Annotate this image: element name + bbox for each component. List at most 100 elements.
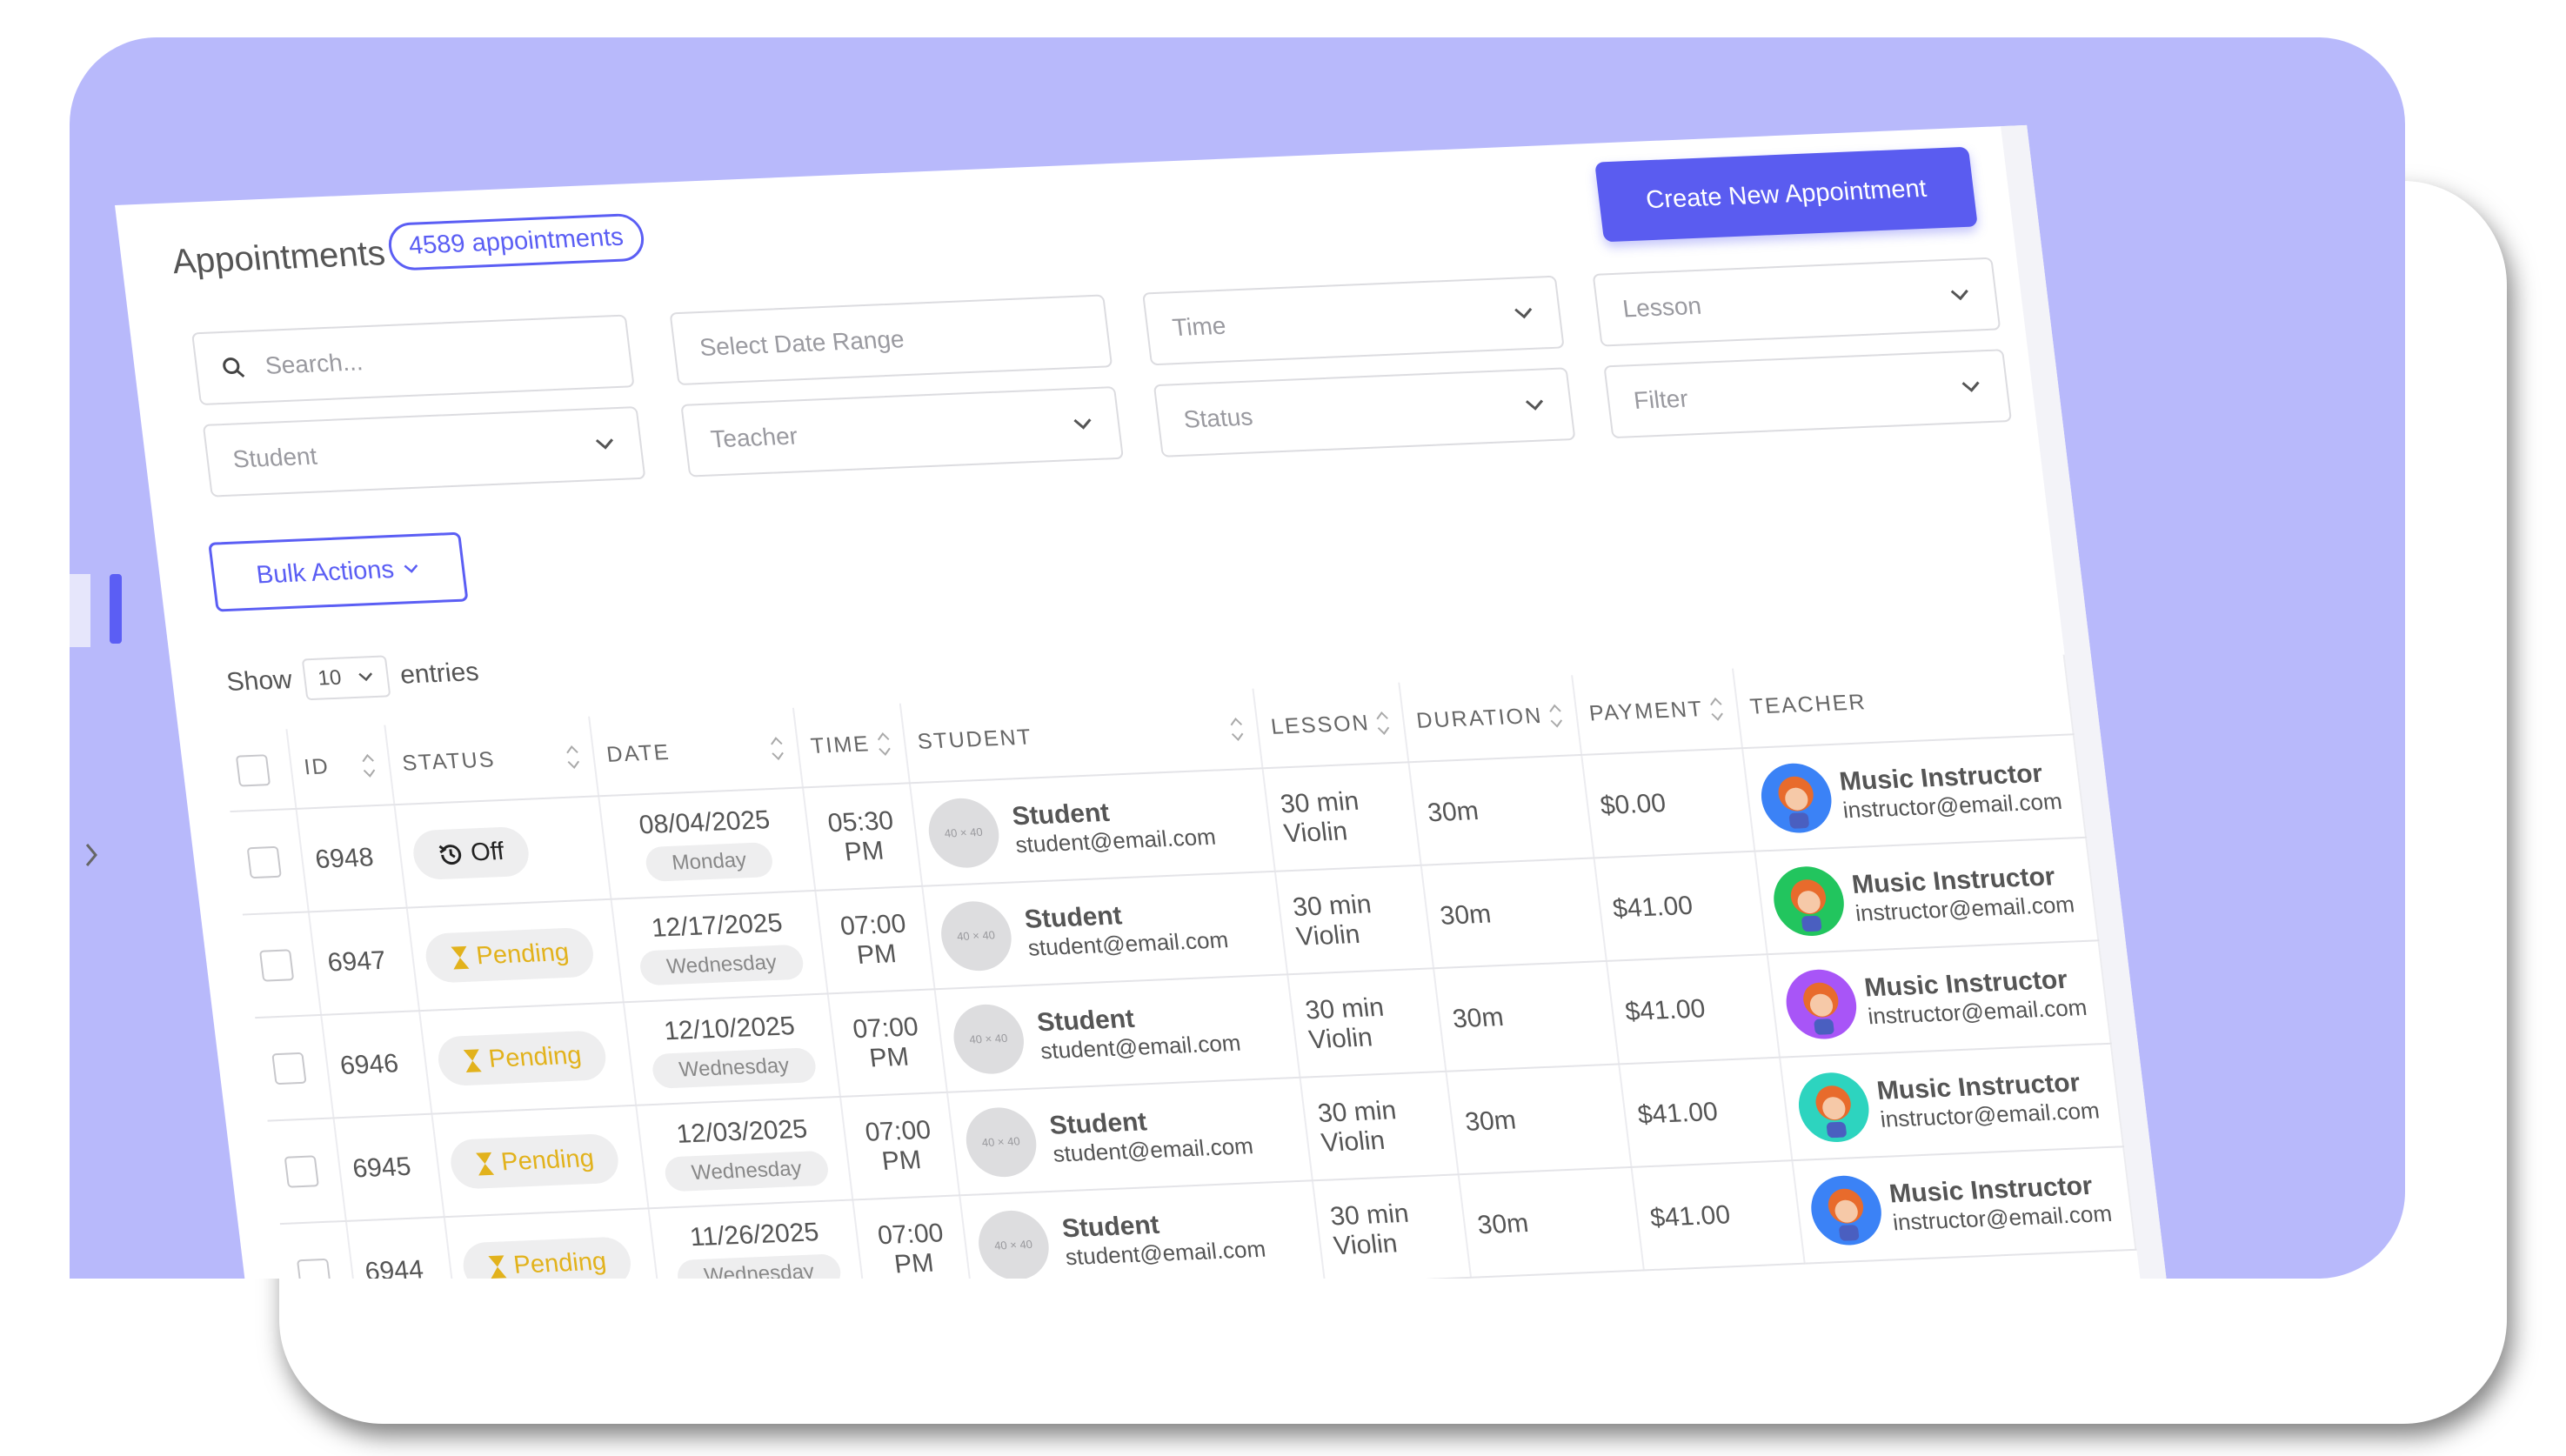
teacher-info: Music Instructor instructor@email.com [1850,862,2075,927]
status-cell: Pending [444,1208,661,1279]
student-cell: 40 × 40 Student student@email.com [934,974,1300,1092]
column-title: PAYMENT [1587,697,1705,726]
lesson-cell: 30 min Violin [1313,1174,1471,1279]
column-header[interactable]: STUDENT [899,688,1263,784]
header-content: LESSON [1269,708,1392,743]
create-button[interactable]: Create New Appointment [1594,146,1978,243]
payment-cell: $41.00 [1594,851,1767,961]
header-content: TEACHER [1748,682,2056,720]
student-cell: 40 × 40 Student student@email.com [959,1180,1326,1279]
bulk-actions-button[interactable]: Bulk Actions [208,531,469,612]
teacher-avatar [1807,1173,1886,1246]
header-content: PAYMENT [1587,694,1726,729]
date-cell: 12/03/2025 Wednesday [636,1096,853,1209]
date: 12/03/2025 [674,1114,809,1149]
time-cell: 07:00 PM [852,1195,972,1279]
checkbox[interactable] [246,845,282,878]
chevron [1525,399,1544,411]
id-cell: 6945 [333,1113,444,1221]
checkbox[interactable] [258,948,295,982]
payment-cell: $0.00 [1580,748,1755,858]
purple-frame: Appointments 4589 appointments Create Ne… [70,37,2405,1279]
duration-cell: 30m [1420,858,1607,969]
status-text: Pending [511,1247,608,1279]
column-header[interactable]: TEACHER [1732,654,2074,749]
column-header[interactable]: LESSON [1253,682,1409,769]
select-cell [242,912,322,1019]
status-pill: Pending [423,926,597,984]
date: 12/17/2025 [650,908,785,943]
column-header[interactable]: PAYMENT [1571,668,1742,755]
sort-icon [362,753,376,778]
time-cell: 07:00 PM [815,885,935,994]
lesson-cell: 30 min Violin [1275,865,1433,975]
student-info: Student student@email.com [1023,897,1230,961]
column-header[interactable]: STATUS [384,716,599,805]
sidebar-chevron [85,844,97,866]
student-info: Student student@email.com [1060,1206,1267,1271]
checkbox[interactable] [271,1052,307,1085]
avatar-face [1828,1188,1863,1241]
checkbox[interactable] [284,1154,319,1188]
filter-select[interactable]: Filter [1603,349,2013,439]
entries-control: Show 10 entries [224,651,481,704]
student-select[interactable]: Student [202,406,646,498]
teacher-avatar [1781,967,1861,1040]
id-cell: 6948 [296,805,407,912]
hourglass-icon [463,1048,482,1072]
placeholder: Time [1171,311,1228,342]
student: 40 × 40 Student student@email.com [949,992,1286,1075]
date-cell: 12/10/2025 Wednesday [623,993,841,1105]
duration-cell: 30m [1408,754,1594,865]
select-cell [255,1014,334,1121]
placeholder: Student [231,442,319,473]
column-header[interactable]: ID [286,725,395,809]
student: 40 × 40 Student student@email.com [924,785,1260,869]
header-content: STUDENT [916,714,1247,758]
teacher: Music Instructor instructor@email.com [1807,1164,2121,1246]
search-input[interactable]: Search... [191,314,635,406]
sort-icon [877,731,891,756]
status-pill: Pending [435,1030,609,1087]
placeholder: Status [1181,403,1254,433]
date-range-input[interactable]: Select Date Range [669,294,1113,386]
column-header[interactable]: TIME [792,703,910,788]
teacher: Music Instructor instructor@email.com [1757,751,2071,834]
lesson-select[interactable]: Lesson [1592,257,2001,347]
student-cell: 40 × 40 Student student@email.com [946,1077,1313,1196]
lesson-cell: 30 min Violin [1300,1071,1459,1181]
teacher-cell: Music Instructor instructor@email.com [1779,1043,2124,1161]
column-title: DATE [605,739,672,767]
header-select [220,729,297,812]
avatar-placeholder: 40 × 40 [937,899,1015,972]
teacher-select[interactable]: Teacher [680,386,1124,478]
teacher-info: Music Instructor instructor@email.com [1838,758,2063,824]
sidebar-indicator [110,574,122,644]
time-select[interactable]: Time [1142,275,1565,366]
table-row: 6947 Pending 12/17/2025 Wednesday 07:00 PM 40… [242,837,2099,1019]
student: 40 × 40 Student student@email.com [974,1198,1310,1279]
status-select[interactable]: Status [1153,367,1576,458]
column-title: ID [303,754,331,780]
chevron [1950,289,1968,301]
weekday-pill: Monday [644,841,775,882]
header-content: DATE [605,733,787,770]
select-cell [267,1118,346,1225]
chevron [1514,307,1533,319]
chevron [1961,381,1980,392]
student-cell: 40 × 40 Student student@email.com [921,871,1288,990]
column-title: TEACHER [1748,690,1868,719]
column-header[interactable]: DATE [589,707,804,797]
time-cell: 05:30 PM [803,783,922,891]
checkbox[interactable] [296,1258,332,1279]
weekday-pill: Wednesday [676,1252,843,1279]
app-panel: Appointments 4589 appointments Create Ne… [115,124,2184,1279]
column-header[interactable]: DURATION [1399,675,1581,763]
sort-icon [1376,711,1390,735]
hourglass-icon [451,945,470,969]
checkbox[interactable] [235,753,271,787]
teacher-info: Music Instructor instructor@email.com [1863,965,2088,1030]
time-cell: 07:00 PM [827,989,947,1097]
avatar-face [1790,878,1826,932]
page-size-select[interactable]: 10 [301,655,391,701]
